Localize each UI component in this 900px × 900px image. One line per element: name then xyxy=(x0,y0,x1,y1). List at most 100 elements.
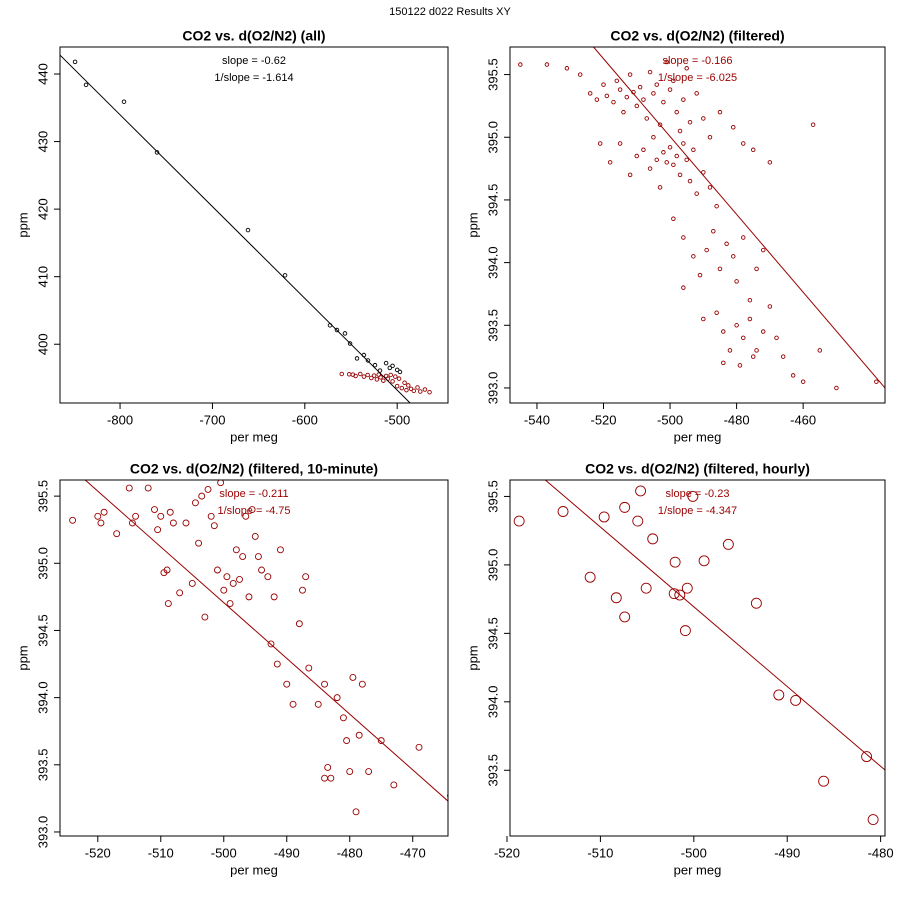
point xyxy=(128,519,136,527)
point xyxy=(773,689,785,701)
point xyxy=(396,376,402,381)
point xyxy=(684,157,689,163)
point xyxy=(343,737,351,745)
y-tick-label: 393.0 xyxy=(485,372,500,405)
y-tick-label: 394.5 xyxy=(35,614,50,647)
point xyxy=(717,109,723,115)
point xyxy=(207,512,215,520)
x-axis-label: per meg xyxy=(674,429,722,444)
point xyxy=(226,600,234,608)
point xyxy=(321,680,328,688)
point xyxy=(374,377,380,382)
point xyxy=(711,229,716,234)
point xyxy=(283,680,291,688)
point xyxy=(144,484,152,492)
point xyxy=(564,66,570,71)
point xyxy=(248,506,256,514)
point xyxy=(411,388,417,394)
panel-title: CO2 vs. d(O2/N2) (filtered, 10-minute) xyxy=(130,461,378,477)
x-tick-label: -500 xyxy=(211,845,237,860)
point xyxy=(607,160,613,165)
point xyxy=(767,304,773,309)
point xyxy=(731,254,736,259)
point xyxy=(239,553,247,561)
point xyxy=(176,589,184,597)
point xyxy=(577,72,583,77)
x-tick-label: -480 xyxy=(337,845,363,860)
panel-title: CO2 vs. d(O2/N2) (all) xyxy=(182,28,325,44)
point xyxy=(687,178,693,184)
point xyxy=(157,512,165,520)
point xyxy=(404,387,409,393)
point xyxy=(390,781,398,789)
point xyxy=(627,172,633,178)
point xyxy=(349,674,357,681)
x-tick-label: -480 xyxy=(724,412,750,427)
y-tick-label: 395.5 xyxy=(485,480,500,513)
plot-area xyxy=(60,54,432,403)
point xyxy=(365,358,371,363)
point xyxy=(694,191,699,196)
point xyxy=(634,103,640,109)
point xyxy=(737,363,743,368)
x-tick-label: -700 xyxy=(199,412,225,427)
point xyxy=(217,480,225,487)
annotation: slope = -0.23 xyxy=(666,488,730,500)
x-tick-label: -500 xyxy=(681,845,707,860)
point xyxy=(647,69,653,75)
point xyxy=(415,385,420,390)
annotation: slope = -0.166 xyxy=(662,55,732,67)
y-tick-label: 410 xyxy=(35,266,50,288)
point xyxy=(333,694,341,702)
point xyxy=(406,383,411,388)
point xyxy=(223,573,231,581)
point xyxy=(741,235,746,240)
plot-frame xyxy=(509,479,886,837)
plot-frame xyxy=(59,46,449,404)
point xyxy=(254,553,262,561)
point xyxy=(295,620,303,628)
point xyxy=(339,371,345,377)
point xyxy=(684,66,689,71)
point xyxy=(198,492,206,500)
point xyxy=(767,160,773,165)
y-tick-label: 395.5 xyxy=(35,480,50,513)
point xyxy=(721,329,726,334)
point xyxy=(679,625,691,637)
point xyxy=(598,511,610,523)
point xyxy=(657,185,663,190)
point xyxy=(687,119,693,125)
point xyxy=(357,371,363,377)
point xyxy=(694,91,699,96)
point xyxy=(632,515,644,527)
point xyxy=(621,109,626,115)
point xyxy=(518,62,523,67)
fit-line xyxy=(84,480,448,802)
annotation: slope = -0.211 xyxy=(219,488,288,500)
point xyxy=(634,153,640,159)
point xyxy=(587,91,593,96)
point xyxy=(681,235,686,240)
point xyxy=(390,363,395,369)
y-tick-label: 395.0 xyxy=(485,549,500,582)
fit-line xyxy=(593,47,885,389)
point xyxy=(601,82,606,87)
panel-title: CO2 vs. d(O2/N2) (filtered, hourly) xyxy=(585,461,810,477)
y-axis-label: ppm xyxy=(465,645,480,670)
x-tick-label: -500 xyxy=(657,412,683,427)
point xyxy=(371,373,377,378)
point xyxy=(698,555,710,567)
point xyxy=(697,272,703,278)
point xyxy=(383,360,389,366)
point xyxy=(647,166,653,171)
point xyxy=(195,539,203,547)
point xyxy=(191,499,199,507)
point xyxy=(667,87,673,92)
annotation: 1/slope = -4.75 xyxy=(217,505,290,517)
point xyxy=(671,162,676,168)
x-tick-label: -490 xyxy=(274,845,300,860)
point xyxy=(741,335,746,341)
x-tick-label: -800 xyxy=(107,412,133,427)
y-tick-label: 394.0 xyxy=(35,681,50,714)
point xyxy=(667,145,673,150)
